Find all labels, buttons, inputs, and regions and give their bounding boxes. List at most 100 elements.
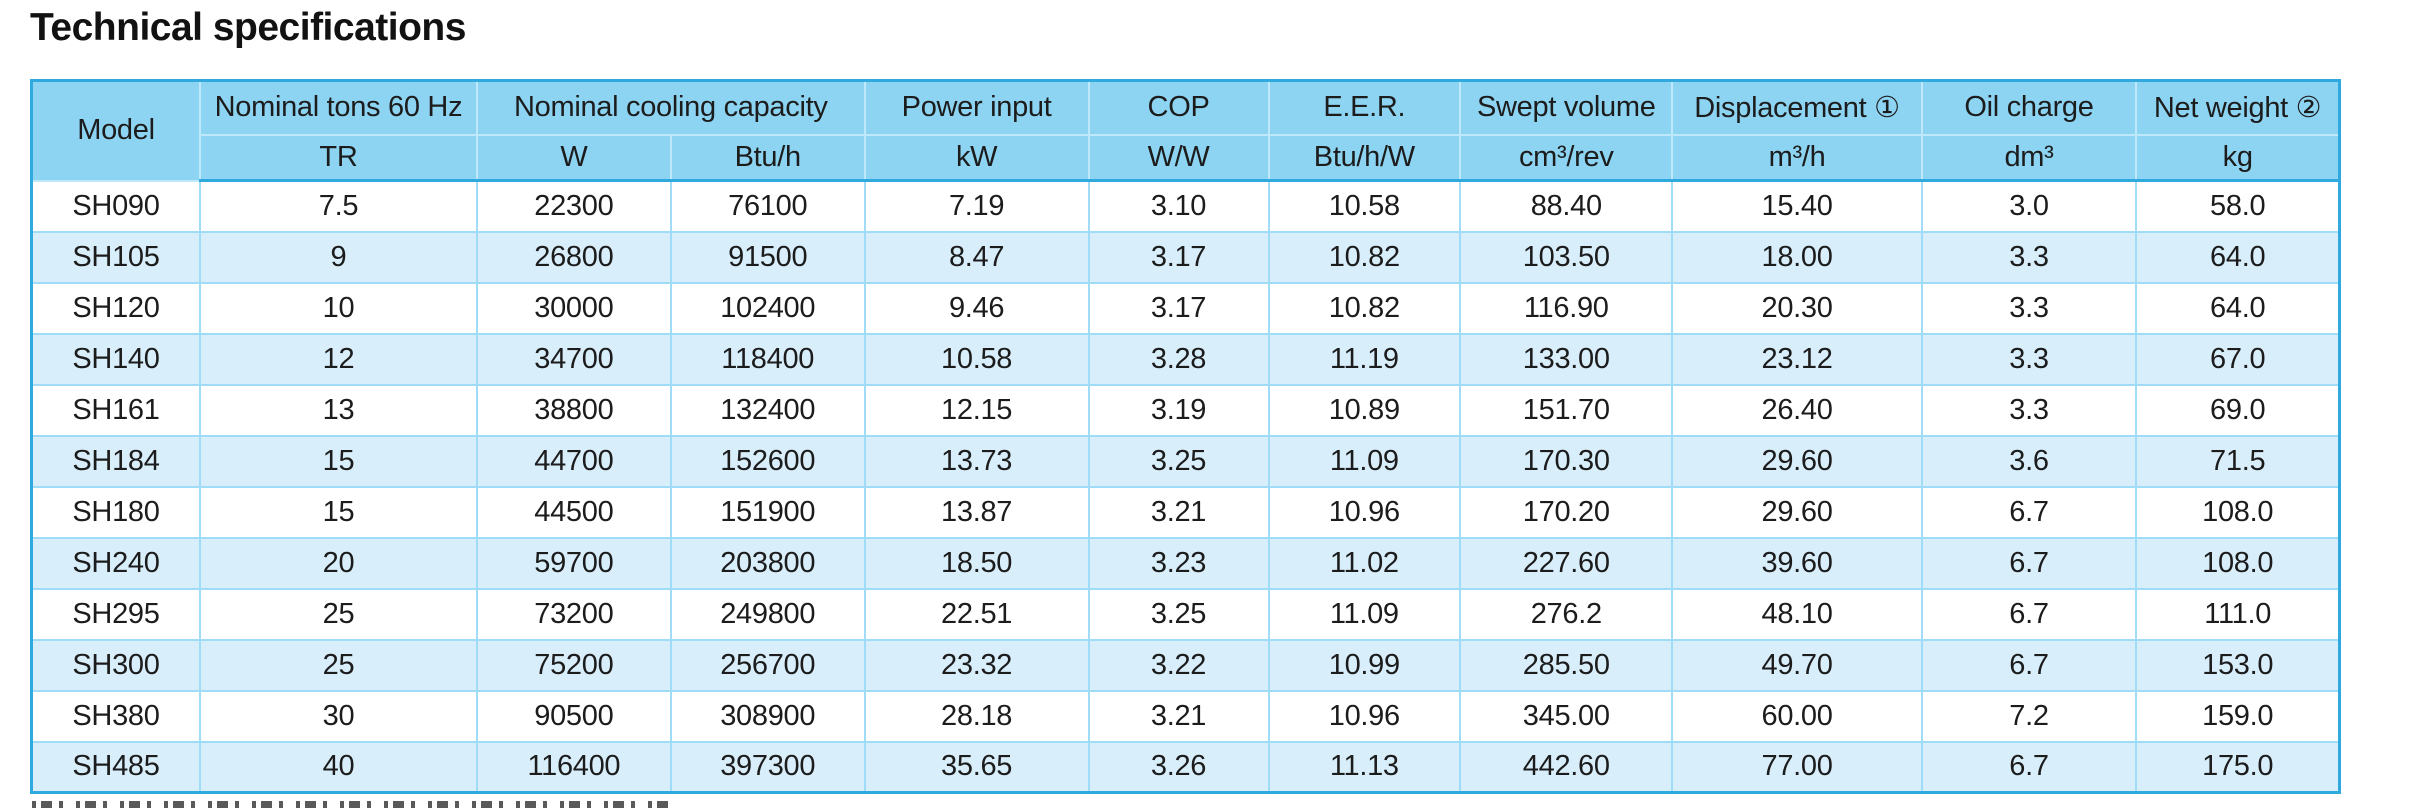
value-cell: 69.0 (2135, 383, 2341, 437)
value-cell: 12.15 (863, 383, 1090, 437)
value-cell: 133.00 (1459, 332, 1674, 386)
table-row: SH105 9 26800 91500 8.47 3.17 10.82 103.50 18.00… (30, 230, 2341, 284)
value-cell: 3.25 (1087, 434, 1270, 488)
value-cell: 26800 (475, 230, 672, 284)
unit-btuhw: Btu/h/W (1267, 133, 1462, 182)
header-net-weight: Net weight ② (2135, 79, 2341, 136)
value-cell: 227.60 (1459, 536, 1674, 590)
value-cell: 3.3 (1920, 281, 2138, 335)
header-unit-row: TR W Btu/h kW W/W Btu/h/W cm³/rev m³/h d… (32, 133, 2341, 182)
value-cell: 10.82 (1267, 230, 1462, 284)
value-cell: 3.10 (1087, 179, 1270, 233)
value-cell: 10.99 (1267, 638, 1462, 692)
value-cell: 152600 (669, 434, 866, 488)
value-cell: 29.60 (1671, 485, 1923, 539)
value-cell: 118400 (669, 332, 866, 386)
table-header: Model Nominal tons 60 Hz Nominal cooling… (30, 79, 2341, 182)
value-cell: 442.60 (1459, 740, 1674, 794)
value-cell: 7.2 (1920, 689, 2138, 743)
header-swept-volume: Swept volume (1459, 79, 1674, 136)
value-cell: 25 (198, 638, 478, 692)
value-cell: 11.09 (1267, 587, 1462, 641)
value-cell: 111.0 (2135, 587, 2341, 641)
value-cell: 151900 (669, 485, 866, 539)
value-cell: 38800 (475, 383, 672, 437)
value-cell: 7.5 (198, 179, 478, 233)
header-cop: COP (1087, 79, 1270, 136)
table-row: SH295 25 73200 249800 22.51 3.25 11.09 276.2 48.… (30, 587, 2341, 641)
table-row: SH240 20 59700 203800 18.50 3.23 11.02 227.60 39… (30, 536, 2341, 590)
value-cell: 3.19 (1087, 383, 1270, 437)
header-displacement: Displacement ① (1671, 79, 1923, 136)
model-cell: SH140 (30, 332, 201, 386)
value-cell: 3.21 (1087, 689, 1270, 743)
value-cell: 102400 (669, 281, 866, 335)
value-cell: 77.00 (1671, 740, 1923, 794)
value-cell: 276.2 (1459, 587, 1674, 641)
value-cell: 13 (198, 383, 478, 437)
clipped-footnote-fragment (32, 801, 672, 808)
table-row: SH140 12 34700 118400 10.58 3.28 11.19 133.00 23… (30, 332, 2341, 386)
header-eer: E.E.R. (1267, 79, 1462, 136)
value-cell: 90500 (475, 689, 672, 743)
value-cell: 13.73 (863, 434, 1090, 488)
value-cell: 9.46 (863, 281, 1090, 335)
value-cell: 10.58 (1267, 179, 1462, 233)
value-cell: 3.25 (1087, 587, 1270, 641)
header-nominal-cooling-capacity: Nominal cooling capacity (475, 79, 866, 136)
value-cell: 108.0 (2135, 536, 2341, 590)
value-cell: 12 (198, 332, 478, 386)
value-cell: 10.82 (1267, 281, 1462, 335)
value-cell: 159.0 (2135, 689, 2341, 743)
value-cell: 3.17 (1087, 230, 1270, 284)
table-row: SH180 15 44500 151900 13.87 3.21 10.96 170.20 29… (30, 485, 2341, 539)
table-row: SH120 10 30000 102400 9.46 3.17 10.82 116.90 20.… (30, 281, 2341, 335)
table-row: SH380 30 90500 308900 28.18 3.21 10.96 345.00 60… (30, 689, 2341, 743)
header-model: Model (30, 79, 201, 182)
unit-ww: W/W (1087, 133, 1270, 182)
header-power-input: Power input (863, 79, 1090, 136)
model-cell: SH240 (30, 536, 201, 590)
value-cell: 6.7 (1920, 638, 2138, 692)
value-cell: 11.09 (1267, 434, 1462, 488)
unit-w: W (475, 133, 672, 182)
unit-tr: TR (198, 133, 478, 182)
value-cell: 58.0 (2135, 179, 2341, 233)
table-row: SH300 25 75200 256700 23.32 3.22 10.99 285.50 49… (30, 638, 2341, 692)
value-cell: 23.32 (863, 638, 1090, 692)
value-cell: 73200 (475, 587, 672, 641)
value-cell: 11.02 (1267, 536, 1462, 590)
value-cell: 3.28 (1087, 332, 1270, 386)
value-cell: 249800 (669, 587, 866, 641)
value-cell: 34700 (475, 332, 672, 386)
unit-kg: kg (2135, 133, 2341, 182)
value-cell: 9 (198, 230, 478, 284)
value-cell: 3.0 (1920, 179, 2138, 233)
value-cell: 6.7 (1920, 587, 2138, 641)
value-cell: 6.7 (1920, 740, 2138, 794)
value-cell: 6.7 (1920, 536, 2138, 590)
table-row: SH184 15 44700 152600 13.73 3.25 11.09 170.30 29… (30, 434, 2341, 488)
unit-m3h: m³/h (1671, 133, 1923, 182)
value-cell: 44700 (475, 434, 672, 488)
value-cell: 23.12 (1671, 332, 1923, 386)
value-cell: 48.10 (1671, 587, 1923, 641)
value-cell: 3.3 (1920, 332, 2138, 386)
value-cell: 76100 (669, 179, 866, 233)
value-cell: 6.7 (1920, 485, 2138, 539)
value-cell: 25 (198, 587, 478, 641)
value-cell: 75200 (475, 638, 672, 692)
value-cell: 35.65 (863, 740, 1090, 794)
model-cell: SH380 (30, 689, 201, 743)
spec-table-body: SH090 7.5 22300 76100 7.19 3.10 10.58 88.40 15.4… (30, 179, 2341, 794)
value-cell: 30 (198, 689, 478, 743)
value-cell: 151.70 (1459, 383, 1674, 437)
value-cell: 116.90 (1459, 281, 1674, 335)
model-cell: SH295 (30, 587, 201, 641)
model-cell: SH485 (30, 740, 201, 794)
value-cell: 170.30 (1459, 434, 1674, 488)
model-cell: SH300 (30, 638, 201, 692)
value-cell: 28.18 (863, 689, 1090, 743)
value-cell: 3.23 (1087, 536, 1270, 590)
value-cell: 15 (198, 434, 478, 488)
